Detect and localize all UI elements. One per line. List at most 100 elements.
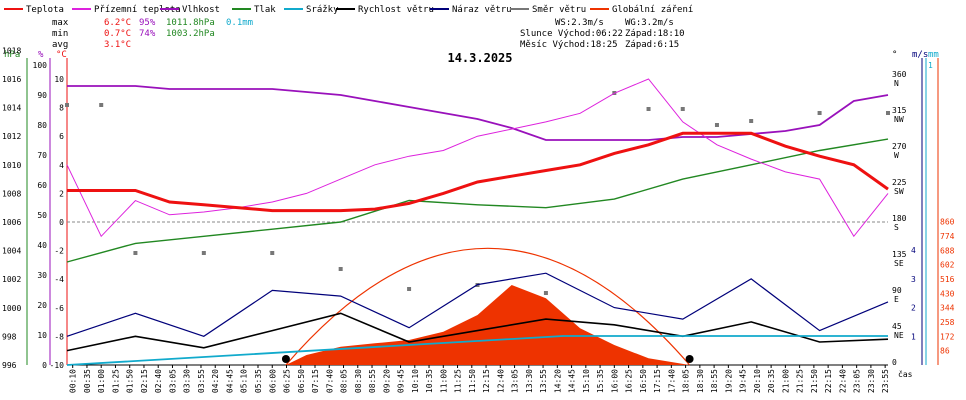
direction-tick-label: 180 [892, 214, 907, 223]
wind-tick-label: 2 [911, 304, 916, 313]
temperature-tick-label: 0 [59, 218, 64, 227]
wind-direction-point [338, 267, 343, 271]
humidity-tick-label: 10 [37, 331, 47, 340]
pressure-tick-label: 1014 [2, 104, 21, 113]
ground-temperature-line [66, 78, 889, 238]
x-tick-label: 01:00 [97, 369, 106, 393]
x-tick-label: 07:15 [311, 369, 320, 393]
compass-label: W [894, 151, 899, 160]
x-tick-label: 13:55 [539, 369, 548, 393]
wind-speed-line [66, 312, 889, 352]
x-tick-label: 09:45 [397, 369, 406, 393]
x-tick-label: 04:45 [225, 369, 234, 393]
x-tick-label: 13:30 [525, 369, 534, 393]
temperature-tick-label: 6 [59, 132, 64, 141]
x-tick-label: 23:55 [881, 369, 890, 393]
legend-label: Teplota [26, 5, 64, 15]
humidity-tick-label: 40 [37, 241, 47, 250]
stat-min-temp: 0.7°C [104, 29, 131, 39]
temperature-tick-label: 8 [59, 104, 64, 113]
x-tick-label: 08:05 [340, 369, 349, 393]
x-tick-label: 05:10 [240, 369, 249, 393]
wind-direction-point [65, 103, 69, 107]
temperature-tick-label: -10 [50, 361, 65, 370]
compass-label: S [894, 223, 899, 232]
temperature-axis-unit: °C [56, 50, 67, 60]
direction-tick-label: 0 [892, 358, 897, 367]
pressure-tick-label: 1000 [2, 304, 21, 313]
legend-label: Přízemní teplota [94, 5, 181, 15]
solar-path-line [285, 247, 691, 366]
humidity-tick-label: 50 [37, 211, 47, 220]
humidity-tick-label: 30 [37, 271, 47, 280]
x-tick-label: 07:40 [325, 369, 334, 393]
x-tick-label: 01:50 [126, 369, 135, 393]
direction-tick-label: 315 [892, 106, 907, 115]
x-tick-label: 15:35 [596, 369, 605, 393]
radiation-tick-label: 430 [940, 289, 955, 298]
compass-label: NW [894, 115, 904, 124]
x-tick-label: 16:50 [639, 369, 648, 393]
x-tick-label: 22:15 [824, 369, 833, 393]
x-tick-label: 06:00 [268, 369, 277, 393]
x-tick-label: 23:30 [867, 369, 876, 393]
wind-direction-point [646, 107, 651, 111]
x-tick-label: 18:55 [710, 369, 719, 393]
x-tick-label: 11:50 [468, 369, 477, 393]
x-tick-label: 17:40 [667, 369, 676, 393]
humidity-axis-unit: % [38, 50, 44, 60]
x-tick-label: 08:30 [354, 369, 363, 393]
stats-block: max 6.2°C 95% 1011.8hPa 0.1mm min 0.7°C … [52, 18, 253, 50]
pressure-axis-unit: hPa [4, 50, 20, 60]
temperature-tick-label: 10 [54, 75, 64, 84]
x-tick-label: 19:45 [739, 369, 748, 393]
humidity-tick-label: 100 [33, 61, 48, 70]
pressure-tick-label: 1004 [2, 247, 21, 256]
wind-direction-point [749, 119, 754, 123]
pressure-tick-label: 1012 [2, 132, 21, 141]
radiation-tick-label: 860 [940, 218, 955, 227]
x-tick-label: 04:20 [211, 369, 220, 393]
x-tick-label: 08:55 [368, 369, 377, 393]
wind-ws: WS:2.3m/s [555, 18, 604, 28]
legend-label: Tlak [254, 5, 276, 15]
sun-rise: Slunce Východ:06:22 [520, 29, 623, 39]
sunset-marker [685, 355, 694, 363]
pressure-tick-label: 1010 [2, 161, 21, 170]
x-tick-label: 06:50 [297, 369, 306, 393]
wind-direction-point [133, 251, 138, 255]
x-tick-label: 16:25 [625, 369, 634, 393]
x-tick-label: 22:40 [838, 369, 847, 393]
wind-direction-point [201, 251, 206, 255]
direction-tick-label: 270 [892, 142, 907, 151]
humidity-line [67, 85, 889, 141]
pressure-line [66, 138, 889, 263]
rain-tick-label: 1 [928, 61, 933, 70]
direction-tick-label: 225 [892, 178, 907, 187]
temperature-tick-label: -6 [54, 304, 64, 313]
sunrise-marker [281, 355, 290, 363]
pressure-tick-label: 1006 [2, 218, 21, 227]
stat-max-label: max [52, 18, 69, 28]
x-tick-label: 17:15 [653, 369, 662, 393]
temperature-line [67, 131, 889, 213]
pressure-tick-label: 1008 [2, 189, 21, 198]
x-tick-label: 12:40 [496, 369, 505, 393]
x-tick-label: 14:20 [553, 369, 562, 393]
wind-direction-point [270, 251, 275, 255]
direction-tick-label: 360 [892, 70, 907, 79]
humidity-tick-label: 70 [37, 151, 47, 160]
humidity-tick-label: 20 [37, 301, 47, 310]
x-tick-label: 00:10 [69, 369, 78, 393]
x-tick-label: 03:55 [197, 369, 206, 393]
chart-title: 14.3.2025 [447, 51, 512, 65]
x-tick-label: 00:35 [83, 369, 92, 393]
stat-max-temp: 6.2°C [104, 18, 131, 28]
stat-avg-temp: 3.1°C [104, 40, 131, 50]
pressure-tick-label: 996 [2, 361, 17, 370]
legend-label: Vlhkost [182, 5, 220, 15]
pressure-tick-label: 1016 [2, 75, 21, 84]
temperature-tick-label: -2 [54, 247, 64, 256]
x-tick-label: 10:10 [411, 369, 420, 393]
